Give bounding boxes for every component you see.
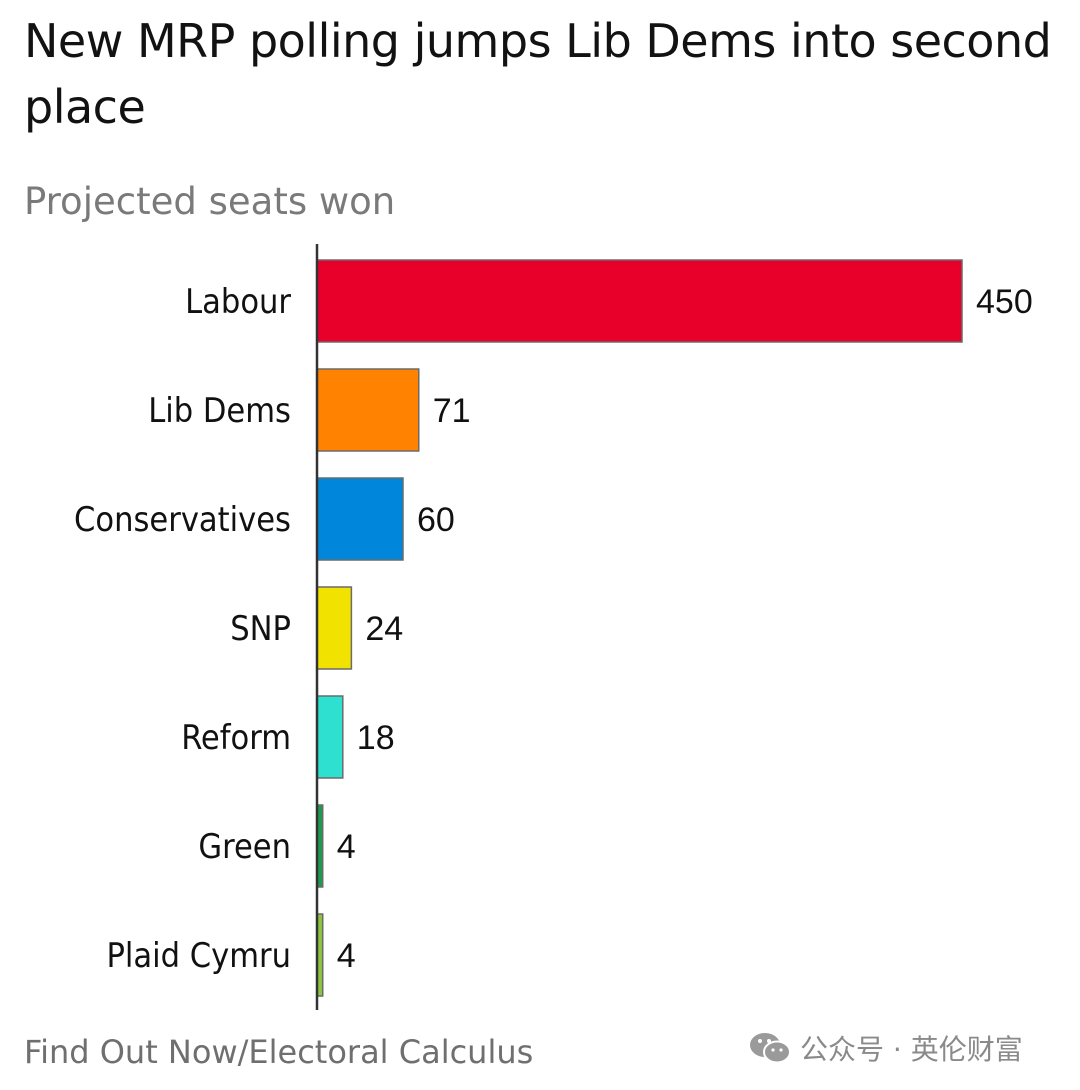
value-label-green: 4 xyxy=(337,828,356,866)
value-label-conservatives: 60 xyxy=(417,501,455,539)
value-label-reform: 18 xyxy=(357,719,395,757)
category-label-lib-dems: Lib Dems xyxy=(148,391,291,431)
bar-snp xyxy=(316,586,353,670)
value-label-lib-dems: 71 xyxy=(433,392,471,430)
value-label-snp: 24 xyxy=(365,610,403,648)
bar-reform xyxy=(316,695,344,779)
category-label-reform: Reform xyxy=(181,718,291,758)
chart-title: New MRP polling jumps Lib Dems into seco… xyxy=(24,14,1052,134)
watermark-text: 公众号 · 英伦财富 xyxy=(800,1033,1023,1066)
watermark: 公众号 · 英伦财富 xyxy=(748,1028,1023,1068)
value-label-plaid-cymru: 4 xyxy=(337,937,356,975)
wechat-icon xyxy=(750,1033,791,1064)
source-credit: Find Out Now/Electoral Calculus xyxy=(24,1033,534,1071)
bar-conservatives xyxy=(316,477,404,561)
bar-chart: Labour 450 Lib Dems 71 Conservatives 60 SNP 24 R… xyxy=(74,244,1033,1010)
chart-subtitle: Projected seats won xyxy=(24,180,396,223)
category-label-plaid-cymru: Plaid Cymru xyxy=(106,936,291,976)
category-label-labour: Labour xyxy=(185,282,291,322)
category-label-snp: SNP xyxy=(230,609,291,649)
value-label-labour: 450 xyxy=(976,283,1033,321)
bar-labour xyxy=(316,259,963,343)
category-label-conservatives: Conservatives xyxy=(74,500,291,540)
category-label-green: Green xyxy=(198,827,291,867)
bar-lib-dems xyxy=(316,368,420,452)
